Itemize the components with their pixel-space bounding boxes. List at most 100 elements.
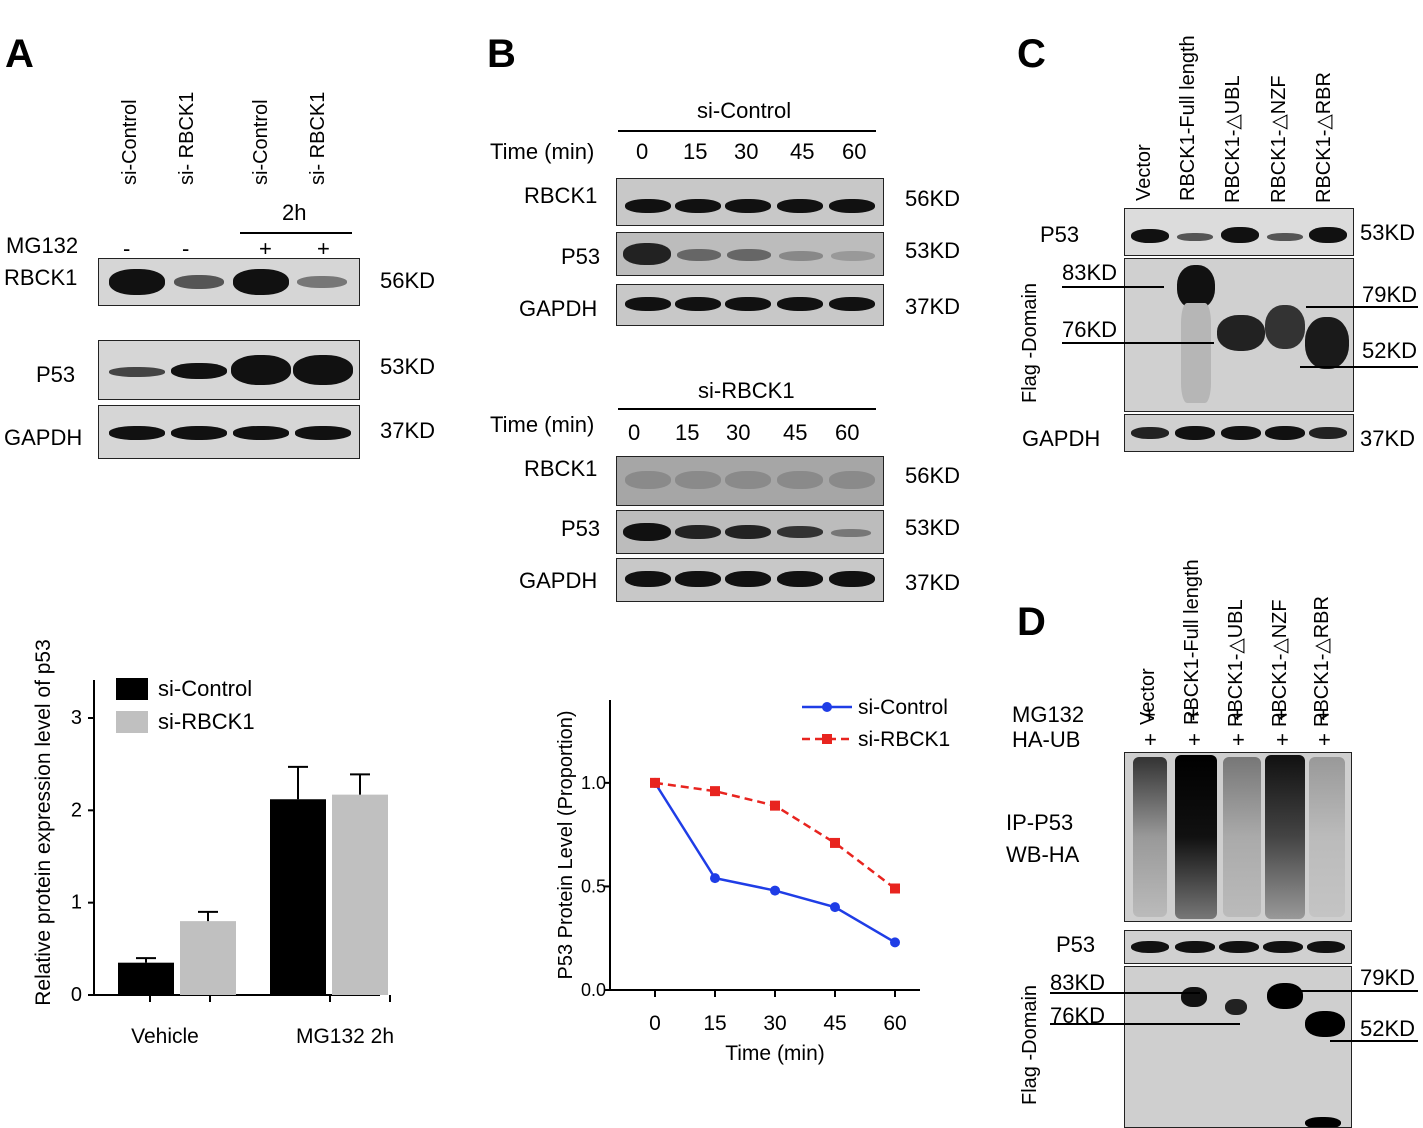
- plus-sign: +: [1231, 702, 1244, 727]
- flag-domain-label: Flag -Domain: [1019, 984, 1041, 1105]
- data-point: [770, 800, 780, 811]
- legend-label: si-RBCK1: [858, 728, 950, 751]
- data-point: [710, 873, 720, 884]
- haub-plus: +: [1318, 727, 1331, 752]
- blot-p53: [98, 340, 360, 400]
- blot-gapdh: [616, 284, 884, 326]
- mg132-sign: -: [123, 236, 131, 261]
- y-tick-label: 1.0: [581, 773, 606, 793]
- blot-flag-domain: [1124, 258, 1354, 412]
- haub-plus: +: [1232, 727, 1245, 752]
- marker-line: [1062, 286, 1164, 288]
- kd-label: 53KD: [380, 354, 436, 379]
- bar: [270, 799, 326, 995]
- blot-rbck1: [616, 456, 884, 506]
- row-label: GAPDH: [4, 425, 83, 450]
- x-tick-label: 15: [703, 1012, 726, 1035]
- blot-p53: [1124, 930, 1352, 964]
- row-label: RBCK1: [524, 456, 598, 481]
- bar: [118, 962, 174, 995]
- blot-p53: [616, 510, 884, 554]
- marker-83kd: 83KD: [1050, 970, 1106, 995]
- y-tick-label: 0: [71, 984, 82, 1006]
- x-tick-label: 45: [823, 1012, 846, 1035]
- marker-83kd: 83KD: [1062, 260, 1118, 285]
- ip-label: IP-P53: [1006, 810, 1074, 835]
- kd-label: 56KD: [380, 268, 436, 293]
- blot-p53: [616, 232, 884, 276]
- kd-label: 56KD: [905, 463, 961, 488]
- group-underline: [618, 408, 876, 410]
- kd-label: 37KD: [905, 294, 961, 319]
- plus-sign: +: [1143, 702, 1156, 727]
- panel-label-d: D: [1017, 600, 1046, 644]
- lane-label: si- RBCK1: [307, 91, 329, 185]
- row-label: P53: [561, 516, 601, 541]
- time-value: 60: [842, 139, 867, 164]
- lane-label: RBCK1-Full length: [1181, 559, 1203, 725]
- y-axis-label: P53 Protein Level (Proportion): [555, 710, 577, 979]
- blot-gapdh: [98, 405, 360, 459]
- y-axis-label: Relative protein expression level of p53: [32, 639, 55, 1006]
- plus-sign: +: [1317, 702, 1330, 727]
- panel-label-b: B: [487, 32, 516, 76]
- row-label: GAPDH: [1022, 426, 1101, 451]
- line-chart: 0.0 0.5 1.0 0 15 30 45 60 Time (min) P53 Protein …: [555, 696, 950, 1065]
- kd-label: 37KD: [905, 570, 961, 595]
- row-label: P53: [36, 362, 76, 387]
- group-underline: [618, 130, 876, 132]
- kd-label: 53KD: [905, 238, 961, 263]
- marker-line: [1062, 342, 1214, 344]
- series-line: [654, 781, 896, 890]
- mg132-sign: -: [182, 236, 190, 261]
- lane-label: RBCK1-△NZF: [1268, 75, 1290, 203]
- kd-label: 53KD: [1360, 220, 1416, 245]
- bar: [332, 794, 388, 995]
- marker-76kd: 76KD: [1050, 1003, 1106, 1028]
- panel-label-a: A: [5, 32, 34, 76]
- lane-label: RBCK1-△RBR: [1313, 72, 1335, 203]
- x-axis-label: Time (min): [725, 1042, 825, 1065]
- marker-line: [1300, 366, 1418, 368]
- y-tick-label: 3: [71, 707, 82, 729]
- row-label: GAPDH: [519, 296, 598, 321]
- haub-plus: +: [1276, 727, 1289, 752]
- data-point: [770, 885, 780, 896]
- kd-label: 37KD: [1360, 426, 1416, 451]
- blot-gapdh: [616, 558, 884, 602]
- time-value: 30: [734, 139, 759, 164]
- blot-gapdh: [1124, 414, 1354, 452]
- data-point: [890, 937, 900, 948]
- haub-plus: +: [1144, 727, 1157, 752]
- marker-79kd: 79KD: [1360, 965, 1416, 990]
- y-tick-label: 0.5: [581, 876, 606, 896]
- lane-label: si- RBCK1: [176, 91, 198, 185]
- lane-label: si-Control: [119, 99, 141, 185]
- group-label: si-Control: [697, 98, 792, 123]
- time-value: 0: [636, 139, 649, 164]
- data-point: [650, 777, 660, 788]
- wb-label: WB-HA: [1006, 842, 1080, 867]
- mg132-sign: +: [259, 236, 272, 261]
- row-label: P53: [1056, 932, 1096, 957]
- blot-p53: [1124, 208, 1354, 256]
- plus-sign: +: [1187, 702, 1200, 727]
- bar-chart: 0 1 2 3 Vehicle MG132 2h si-Control si-RBCK1 Rel…: [32, 639, 394, 1048]
- blot-rbck1: [98, 258, 360, 306]
- haub-plus: +: [1188, 727, 1201, 752]
- mg132-label: MG132: [6, 233, 79, 258]
- mg132-sign: +: [317, 236, 330, 261]
- lane-label: si-Control: [250, 99, 272, 185]
- marker-79kd: 79KD: [1362, 282, 1418, 307]
- row-label: P53: [561, 244, 601, 269]
- time-value: 15: [675, 420, 700, 445]
- data-point: [830, 837, 840, 848]
- time-underline: [240, 232, 352, 234]
- legend-label: si-RBCK1: [158, 709, 255, 734]
- haub-label: HA-UB: [1012, 727, 1081, 752]
- flag-domain-label: Flag -Domain: [1019, 282, 1041, 403]
- marker-52kd: 52KD: [1360, 1016, 1416, 1041]
- time-axis-label: Time (min): [490, 139, 595, 164]
- blot-ip-p53: [1124, 752, 1352, 922]
- legend-marker: [822, 702, 832, 712]
